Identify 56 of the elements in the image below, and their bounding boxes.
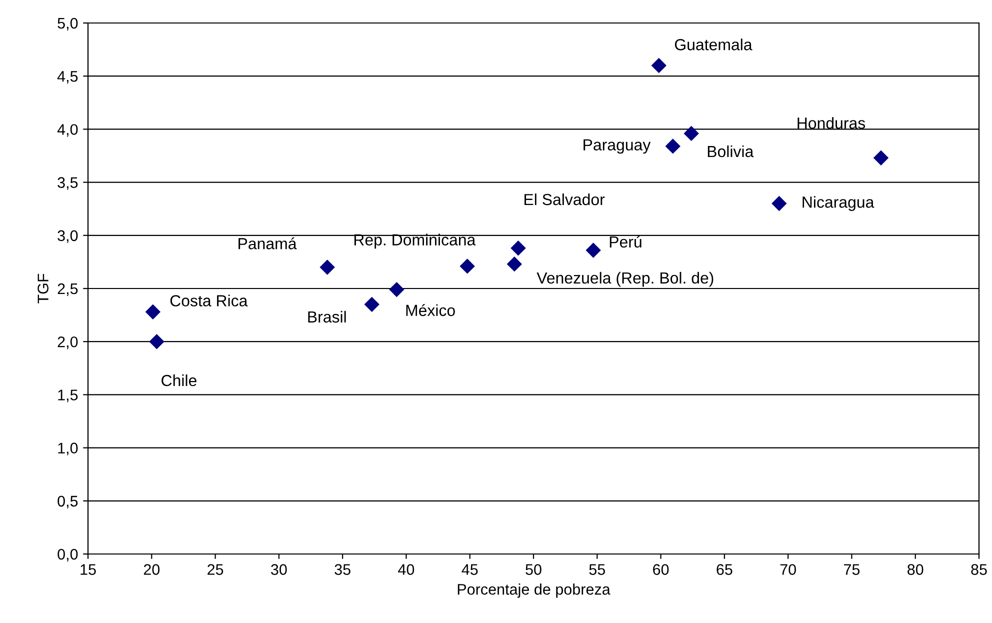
y-axis-title: TGF <box>38 274 48 304</box>
y-tick-label: 1,5 <box>58 390 78 402</box>
x-tick-label: 50 <box>526 564 542 575</box>
x-tick-label: 85 <box>971 564 987 575</box>
x-tick-label: 15 <box>80 564 96 575</box>
annotation: Nicaragua <box>802 196 874 211</box>
point <box>145 304 161 320</box>
point <box>320 260 335 275</box>
x-tick-label: 60 <box>653 564 669 575</box>
x-axis-title: Porcentaje de pobreza <box>458 584 610 598</box>
y-tick-label: 2,5 <box>58 283 78 296</box>
y-tick-label: 1,0 <box>58 442 78 456</box>
point <box>149 334 164 350</box>
point <box>665 138 680 154</box>
annotation: Rep. Dominicana <box>354 234 476 249</box>
y-tick-label: 5,0 <box>58 18 78 30</box>
x-tick-label: 70 <box>780 564 796 575</box>
annotation: Brasil <box>308 310 346 323</box>
annotation: México <box>406 304 455 316</box>
y-tick-label: 3,5 <box>58 177 78 190</box>
x-tick-label: 45 <box>462 564 478 575</box>
point <box>389 282 404 298</box>
y-tick-label: 0,0 <box>58 548 78 562</box>
annotation: Costa Rica <box>170 294 248 306</box>
x-tick-label: 20 <box>144 564 160 575</box>
annotation: Honduras <box>798 117 866 129</box>
annotation: Perú <box>610 236 642 248</box>
point <box>506 256 522 272</box>
annotation: Guatemala <box>674 38 752 50</box>
point <box>364 296 380 312</box>
y-tick-label: 4,5 <box>57 71 78 84</box>
point <box>460 258 475 274</box>
annotation: El Salvador <box>524 193 605 206</box>
x-tick-label: 55 <box>589 564 605 575</box>
annotation: Venezuela (Rep. Bol. de) <box>536 272 714 287</box>
point <box>873 150 889 166</box>
x-tick-label: 80 <box>908 564 924 575</box>
annotation: Chile <box>162 374 196 386</box>
point <box>510 240 526 256</box>
y-tick-label: 3,0 <box>58 230 78 243</box>
x-tick-label: 40 <box>398 564 414 575</box>
y-tick-label: 0,5 <box>58 496 78 508</box>
point <box>586 242 601 258</box>
x-tick-label: 65 <box>716 564 732 575</box>
point <box>684 126 699 142</box>
x-tick-label: 75 <box>844 564 860 575</box>
point <box>651 58 666 74</box>
x-tick-label: 25 <box>208 564 224 575</box>
annotation: Paraguay <box>584 139 651 154</box>
y-tick-label: 4,0 <box>57 124 78 137</box>
annotation: Bolivia <box>708 145 754 158</box>
point <box>772 196 787 212</box>
annotation: Panamá <box>238 237 297 250</box>
x-tick-label: 35 <box>334 564 350 575</box>
y-tick-label: 2,0 <box>58 336 78 350</box>
x-tick-label: 30 <box>271 564 287 575</box>
